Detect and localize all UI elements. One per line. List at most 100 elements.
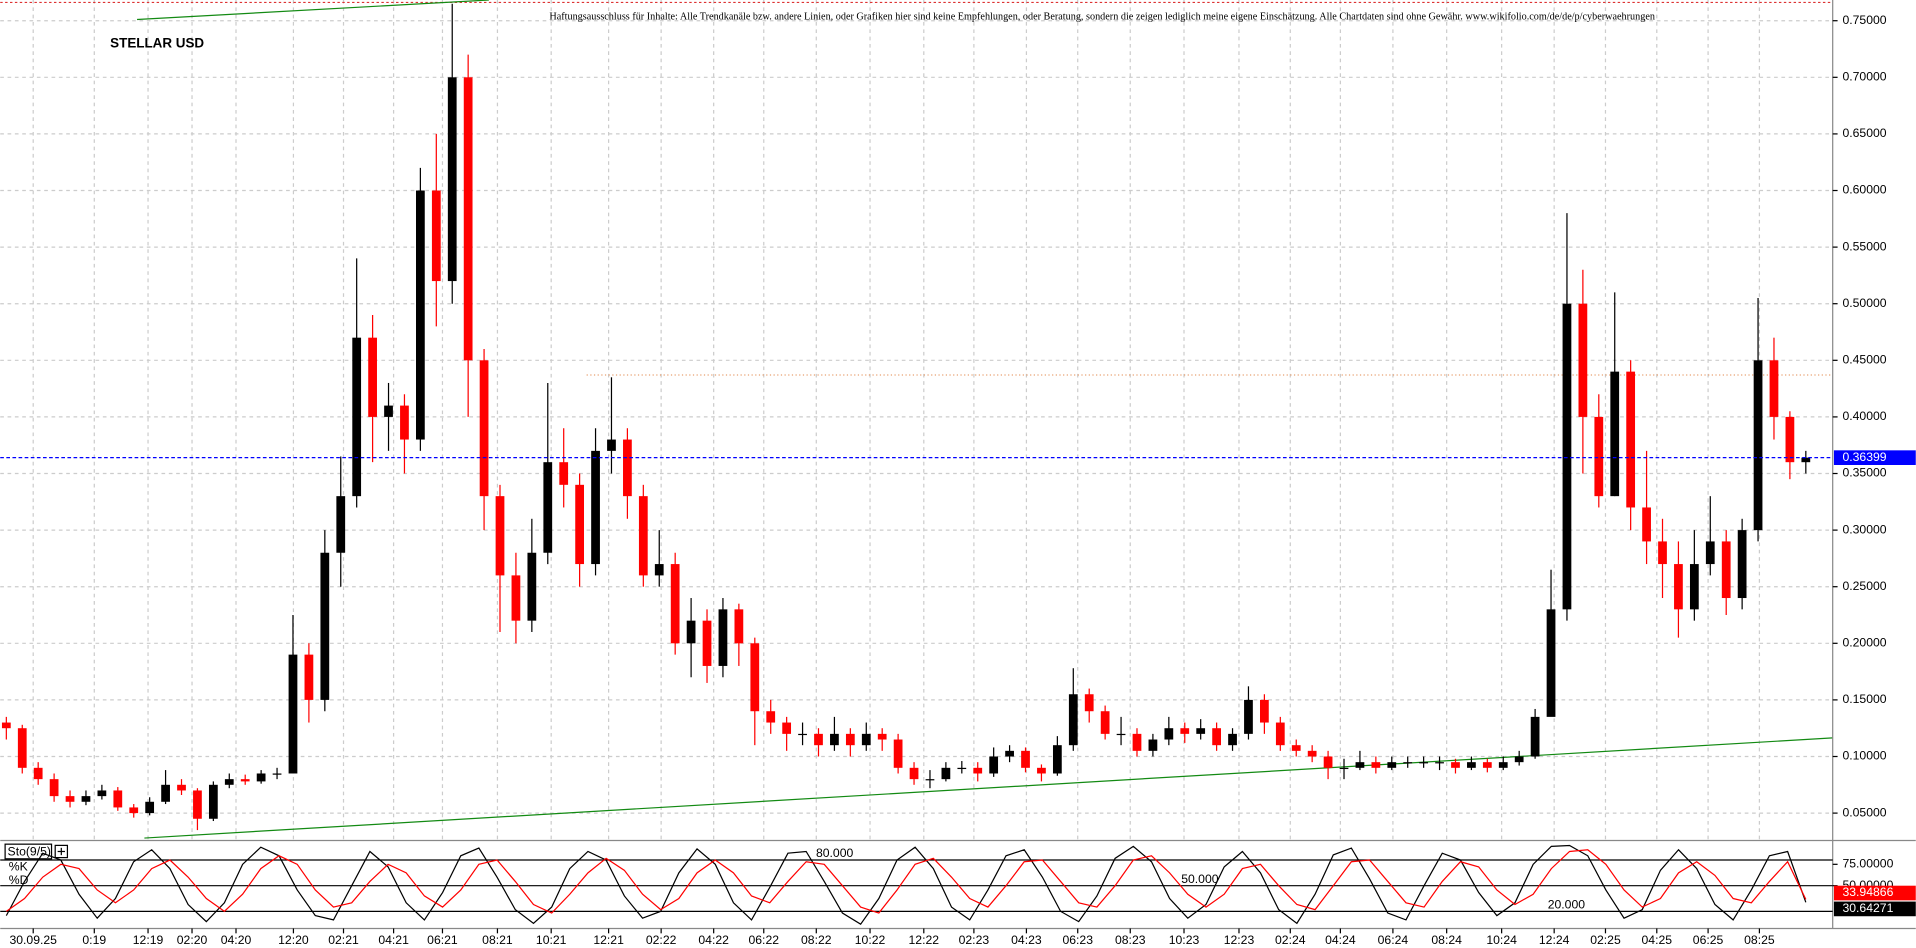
candle-body	[1737, 530, 1747, 599]
x-tick-label: 12:24	[1539, 933, 1570, 947]
candle-body	[1801, 457, 1811, 463]
reference-label: 80.000	[816, 846, 854, 860]
candle-body	[431, 190, 441, 282]
reference-label: 20.000	[1548, 897, 1586, 911]
candle-body	[925, 779, 935, 781]
x-tick-label: 04:22	[698, 933, 729, 947]
y-tick-label: 0.30000	[1842, 522, 1886, 536]
candle-body	[129, 807, 139, 814]
candle-body	[1339, 767, 1349, 770]
candle-body	[49, 779, 59, 797]
x-tick-label: 10:24	[1486, 933, 1517, 947]
candle-body	[1514, 756, 1524, 763]
candle-body	[1164, 728, 1174, 740]
candle-body	[1371, 762, 1381, 768]
candle-body	[1196, 728, 1206, 734]
candle-body	[686, 620, 696, 644]
x-tick-label: 10:22	[855, 933, 886, 947]
candle-body	[224, 779, 234, 785]
candle-body	[1244, 699, 1253, 734]
candle-body	[1419, 762, 1429, 764]
candle-body	[1116, 733, 1126, 736]
x-tick-label: 12:19	[133, 933, 164, 947]
candle-body	[527, 552, 537, 621]
candle-body	[1148, 739, 1158, 751]
x-tick-label: 08:21	[482, 933, 513, 947]
reference-label: 50.000	[1181, 872, 1219, 886]
x-tick-label: 04:24	[1325, 933, 1356, 947]
x-tick-label: 02:21	[328, 933, 359, 947]
x-tick-label: 02:20	[177, 933, 208, 947]
candle-body	[670, 564, 680, 644]
trend-line	[144, 737, 1833, 839]
stoch-line	[5, 849, 1807, 914]
candle-body	[1291, 745, 1301, 751]
candle-body	[384, 405, 393, 417]
y-tick-label: 75.00000	[1842, 857, 1893, 871]
candle-body	[1, 722, 11, 729]
candle-body	[957, 767, 967, 770]
candle-body	[463, 77, 473, 361]
candle-body	[1212, 728, 1221, 746]
x-tick-label: 02:23	[959, 933, 990, 947]
x-tick-label: 06:22	[748, 933, 779, 947]
candle-body	[1037, 767, 1046, 774]
candle-body	[638, 496, 648, 576]
candle-body	[575, 484, 585, 565]
candle-body	[479, 360, 489, 497]
candle-body	[973, 767, 983, 774]
last-value-box	[1833, 885, 1916, 901]
y-tick-label: 0.25000	[1842, 579, 1886, 593]
candle-body	[113, 790, 123, 808]
y-tick-label: 0.45000	[1842, 353, 1886, 367]
candle-body	[1100, 711, 1110, 734]
last-value-label: 30.64271	[1842, 901, 1893, 915]
candle-body	[830, 733, 839, 746]
x-tick-label: 0:19	[82, 933, 106, 947]
candle-body	[145, 801, 155, 814]
y-tick-label: 0.40000	[1842, 409, 1886, 423]
candle-body	[1594, 416, 1604, 497]
y-tick-label: 0.65000	[1842, 126, 1886, 140]
candle-body	[1068, 694, 1078, 746]
candle-body	[877, 733, 887, 740]
candle-body	[1323, 756, 1333, 768]
candle-body	[495, 496, 505, 576]
candle-body	[1355, 762, 1365, 768]
grid	[0, 0, 1833, 841]
candle-body	[400, 405, 409, 440]
x-tick-label: 06:24	[1378, 933, 1409, 947]
candle-body	[702, 620, 712, 666]
candle-body	[941, 767, 951, 780]
candle-body	[1530, 716, 1540, 757]
x-tick-label: 02:22	[646, 933, 677, 947]
candle-body	[1562, 303, 1572, 610]
candle-body	[336, 496, 346, 553]
trend-line	[137, 0, 489, 21]
x-tick-label: 12:20	[278, 933, 309, 947]
candle-body	[1689, 564, 1699, 610]
candle-body	[447, 77, 457, 282]
candle-body	[607, 439, 616, 451]
candle-body	[1482, 762, 1492, 768]
candle-body	[256, 773, 266, 782]
y-tick-label: 0.20000	[1842, 636, 1886, 650]
candle-body	[320, 552, 330, 700]
candle-body	[654, 564, 664, 576]
x-tick-label: 06:21	[427, 933, 458, 947]
candle-body	[33, 767, 43, 780]
candle-body	[734, 609, 744, 644]
candle-body	[1260, 699, 1269, 723]
candle-body	[1753, 360, 1763, 531]
candle-body	[861, 733, 871, 746]
current-price-label: 0.36399	[1842, 450, 1886, 464]
candle-body	[17, 728, 27, 768]
candle-body	[798, 733, 807, 736]
x-tick-label: 12:22	[909, 933, 940, 947]
current-price-box	[1833, 450, 1916, 466]
y-tick-label: 0.15000	[1842, 692, 1886, 706]
candle-body	[1578, 303, 1588, 417]
candle-body	[1387, 762, 1397, 768]
